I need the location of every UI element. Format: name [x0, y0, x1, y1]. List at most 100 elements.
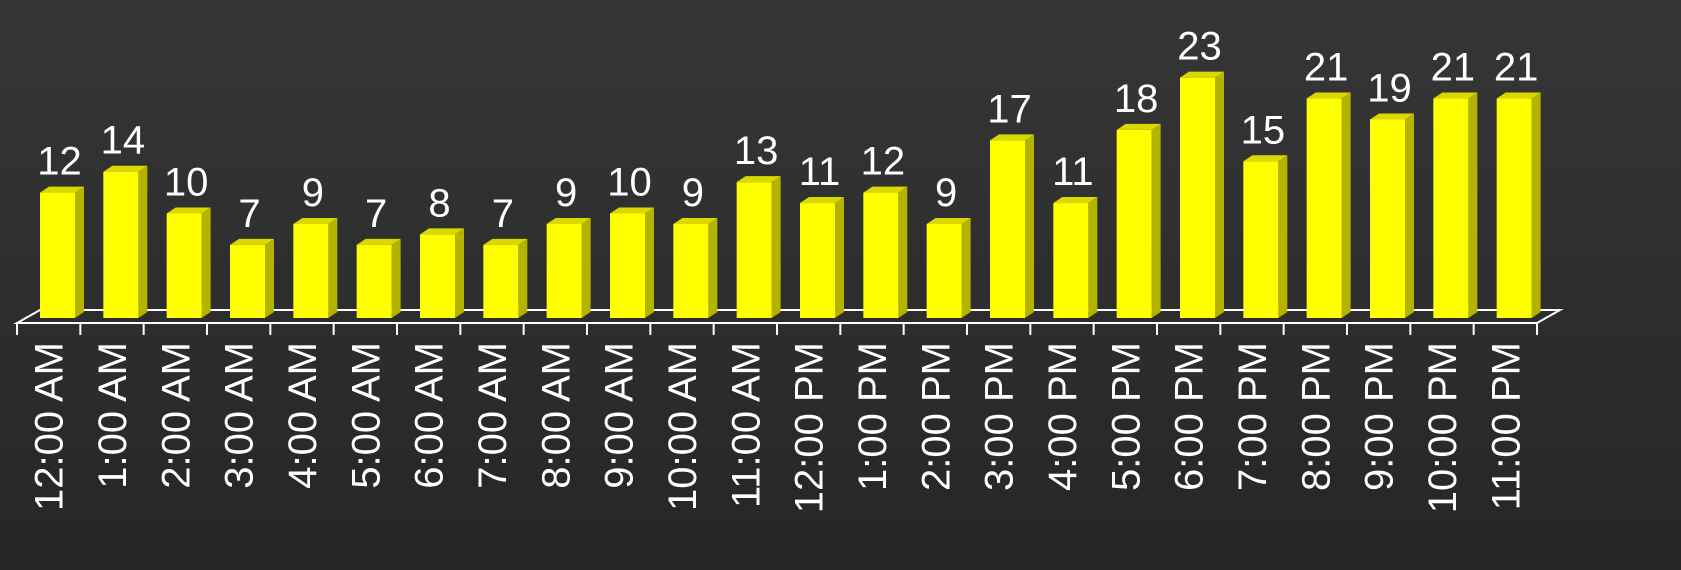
- bar-side: [1151, 123, 1161, 319]
- bar: [546, 217, 591, 318]
- bar: [356, 238, 401, 318]
- x-tick-label: 12:00 AM: [28, 342, 72, 511]
- bar-top: [863, 186, 908, 193]
- bar-top: [800, 197, 844, 204]
- bar: [736, 176, 781, 318]
- bar-side: [518, 238, 528, 318]
- value-label: 11: [799, 150, 841, 194]
- x-tick-label: 7:00 PM: [1231, 342, 1275, 491]
- bar: [1053, 197, 1098, 318]
- x-tick-label: 8:00 PM: [1294, 342, 1338, 491]
- bar: [230, 238, 274, 318]
- bar-side: [75, 186, 84, 318]
- bar-side: [391, 238, 401, 318]
- value-label: 18: [1114, 77, 1159, 121]
- value-label: 8: [428, 181, 450, 225]
- bar-top: [1116, 123, 1161, 130]
- bar-front: [1180, 77, 1215, 319]
- bar: [1180, 71, 1224, 319]
- x-tick-label: 11:00 PM: [1484, 342, 1528, 510]
- value-label: 7: [365, 192, 387, 236]
- bar-top: [166, 207, 211, 214]
- bar-front: [103, 171, 139, 318]
- bar-front: [736, 182, 772, 318]
- value-label: 23: [1177, 25, 1222, 69]
- bar-side: [1215, 71, 1224, 319]
- bar: [1306, 92, 1351, 318]
- bar: [610, 207, 654, 318]
- bar: [166, 207, 211, 318]
- bar-top: [1180, 71, 1224, 78]
- bar-side: [961, 217, 971, 318]
- value-label: 10: [607, 161, 652, 205]
- x-tick-label: 7:00 AM: [471, 342, 515, 489]
- value-label: 9: [682, 171, 704, 215]
- value-label: 12: [861, 140, 906, 184]
- value-label: 9: [302, 171, 324, 215]
- bar-front: [926, 223, 962, 318]
- x-tick-label: 3:00 AM: [218, 342, 262, 489]
- bar-top: [1243, 155, 1288, 162]
- bar: [1116, 123, 1161, 319]
- bar-side: [708, 217, 718, 318]
- bar-front: [990, 140, 1025, 318]
- bar-front: [166, 213, 202, 318]
- bar-side: [1088, 197, 1098, 318]
- bar: [800, 197, 844, 318]
- bar: [483, 238, 528, 318]
- bar-side: [581, 217, 591, 318]
- bar-top: [1433, 92, 1478, 99]
- bar-side: [835, 197, 844, 318]
- bar-top: [103, 165, 148, 172]
- bar-front: [230, 244, 265, 318]
- bar-top: [1496, 92, 1541, 99]
- bar: [40, 186, 84, 318]
- value-label: 7: [238, 192, 260, 236]
- bar-side: [898, 186, 908, 318]
- x-tick-label: 9:00 PM: [1358, 342, 1402, 491]
- bar-front: [1116, 129, 1152, 318]
- x-tick-label: 6:00 AM: [408, 342, 452, 489]
- value-label: 21: [1431, 46, 1476, 90]
- bar-side: [1468, 92, 1478, 318]
- bar-front: [1370, 119, 1405, 318]
- value-label: 9: [935, 171, 957, 215]
- bar-top: [230, 238, 274, 245]
- value-label: 15: [1241, 108, 1286, 152]
- value-label: 9: [555, 171, 577, 215]
- bar-front: [483, 244, 519, 318]
- bar-top: [1053, 197, 1098, 204]
- x-tick-label: 2:00 AM: [154, 342, 198, 489]
- bar: [863, 186, 908, 318]
- bar-top: [483, 238, 528, 245]
- value-label: 14: [101, 119, 146, 163]
- bar-front: [863, 192, 899, 318]
- bar: [926, 217, 971, 318]
- bar: [1243, 155, 1288, 318]
- bar-front: [40, 192, 75, 318]
- bar-top: [673, 217, 718, 224]
- bar-top: [293, 217, 338, 224]
- bar-side: [1405, 113, 1414, 318]
- x-tick-label: 5:00 PM: [1104, 342, 1148, 491]
- bar-front: [800, 203, 835, 318]
- bar-side: [645, 207, 654, 318]
- bar: [1370, 113, 1414, 318]
- x-tick-label: 12:00 PM: [788, 342, 832, 513]
- x-tick-label: 1:00 PM: [851, 342, 895, 491]
- value-label: 19: [1367, 66, 1412, 110]
- x-tick-label: 2:00 PM: [914, 342, 958, 491]
- bar-top: [990, 134, 1034, 141]
- value-label: 10: [164, 161, 209, 205]
- bar-side: [328, 217, 338, 318]
- bar-side: [265, 238, 274, 318]
- bar-top: [1306, 92, 1351, 99]
- bar-front: [546, 223, 582, 318]
- bar-top: [40, 186, 84, 193]
- bar-side: [1278, 155, 1288, 318]
- bar-side: [138, 165, 148, 318]
- bar: [990, 134, 1034, 318]
- bar-top: [926, 217, 971, 224]
- value-label: 21: [1494, 46, 1539, 90]
